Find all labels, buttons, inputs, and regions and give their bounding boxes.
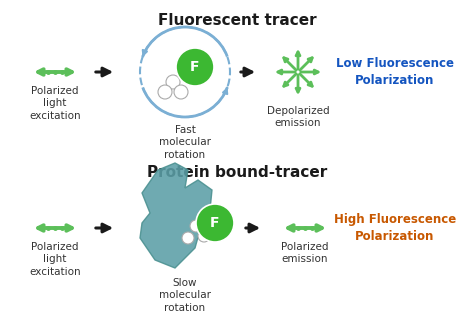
Text: Depolarized
emission: Depolarized emission [267, 106, 329, 128]
Circle shape [166, 75, 180, 89]
Text: Polarized
light
excitation: Polarized light excitation [29, 242, 81, 277]
Text: F: F [210, 216, 220, 230]
Text: Protein bound-tracer: Protein bound-tracer [147, 165, 327, 180]
Text: Fluorescent tracer: Fluorescent tracer [158, 13, 316, 28]
Text: Fast
molecular
rotation: Fast molecular rotation [159, 125, 211, 160]
Text: Slow
molecular
rotation: Slow molecular rotation [159, 278, 211, 313]
Text: High Fluorescence
Polarization: High Fluorescence Polarization [334, 213, 456, 243]
Text: Low Fluorescence
Polarization: Low Fluorescence Polarization [336, 57, 454, 87]
Circle shape [158, 85, 172, 99]
Text: Polarized
emission: Polarized emission [281, 242, 329, 264]
Circle shape [190, 220, 202, 232]
Circle shape [176, 48, 214, 86]
Text: Polarized
light
excitation: Polarized light excitation [29, 86, 81, 121]
Circle shape [182, 232, 194, 244]
Text: F: F [190, 60, 200, 74]
Circle shape [174, 85, 188, 99]
Circle shape [196, 204, 234, 242]
Circle shape [198, 230, 210, 242]
Polygon shape [140, 163, 212, 268]
